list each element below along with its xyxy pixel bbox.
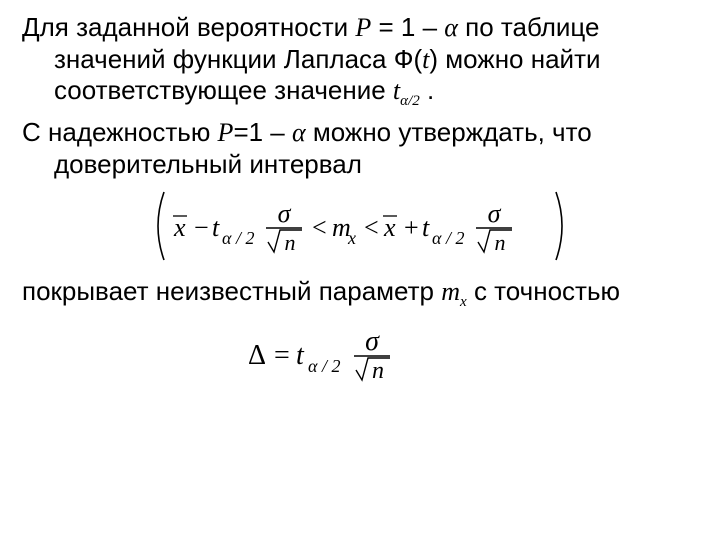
svg-text:t: t bbox=[296, 340, 305, 371]
svg-text:σ: σ bbox=[365, 326, 380, 357]
p3-text-a: покрывает неизвестный параметр bbox=[22, 276, 441, 306]
p2-text-b: =1 – bbox=[233, 117, 292, 147]
paragraph-1: Для заданной вероятности P = 1 – α по та… bbox=[22, 12, 698, 111]
svg-text:=: = bbox=[274, 340, 290, 371]
svg-text:n: n bbox=[285, 230, 296, 255]
svg-text:α / 2: α / 2 bbox=[308, 356, 340, 376]
p3-m: m bbox=[441, 277, 460, 306]
precision-formula: Δ =tα / 2 σn bbox=[220, 318, 500, 390]
svg-text:<: < bbox=[312, 213, 327, 242]
svg-text:n: n bbox=[495, 230, 506, 255]
svg-text:t: t bbox=[212, 213, 220, 242]
svg-text:Δ: Δ bbox=[248, 340, 266, 371]
slide: Для заданной вероятности P = 1 – α по та… bbox=[0, 0, 720, 540]
svg-text:<: < bbox=[364, 213, 379, 242]
svg-text:α / 2: α / 2 bbox=[432, 228, 464, 248]
p2-alpha: α bbox=[292, 118, 306, 147]
svg-text:t: t bbox=[422, 213, 430, 242]
p1-text-a: Для заданной вероятности bbox=[22, 12, 355, 42]
svg-text:−: − bbox=[194, 213, 209, 242]
paragraph-3: покрывает неизвестный параметр mx с точн… bbox=[22, 276, 698, 312]
svg-text:σ: σ bbox=[278, 199, 292, 228]
p1-alpha: α bbox=[444, 13, 458, 42]
svg-text:n: n bbox=[372, 358, 384, 384]
paragraph-2: С надежностью P=1 – α можно утверждать, … bbox=[22, 117, 698, 180]
p3-sub: x bbox=[460, 295, 467, 311]
p3-text-b: с точностью bbox=[467, 276, 620, 306]
p1-P: P bbox=[355, 13, 371, 42]
svg-text:x: x bbox=[347, 228, 356, 248]
svg-text:+: + bbox=[404, 213, 419, 242]
p1-text-b: = 1 – bbox=[371, 12, 444, 42]
p1-sub: α/2 bbox=[400, 94, 420, 110]
formula-2-row: Δ =tα / 2 σn bbox=[22, 318, 698, 390]
p1-text-e: . bbox=[420, 75, 434, 105]
p2-text-a: С надежностью bbox=[22, 117, 218, 147]
svg-text:σ: σ bbox=[488, 199, 502, 228]
svg-text:α / 2: α / 2 bbox=[222, 228, 254, 248]
p2-P: P bbox=[218, 118, 234, 147]
formula-1-row: x−tα / 2σn<mx<x+tα / 2σn bbox=[22, 186, 698, 266]
confidence-interval-formula: x−tα / 2σn<mx<x+tα / 2σn bbox=[150, 186, 570, 266]
svg-text:x: x bbox=[173, 213, 186, 242]
svg-text:x: x bbox=[383, 213, 396, 242]
